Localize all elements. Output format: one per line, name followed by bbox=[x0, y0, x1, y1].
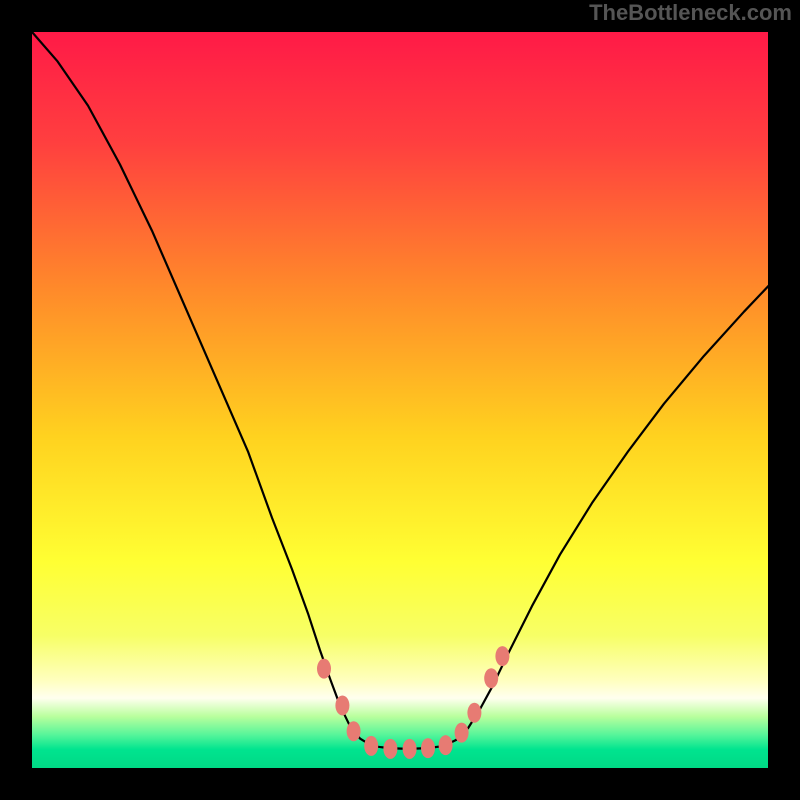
bottleneck-chart bbox=[0, 0, 800, 800]
right-border bbox=[768, 0, 800, 800]
calibration-dot bbox=[439, 735, 453, 755]
plot-background bbox=[0, 32, 800, 768]
calibration-dot bbox=[317, 659, 331, 679]
calibration-dot bbox=[455, 723, 469, 743]
calibration-dot bbox=[347, 721, 361, 741]
calibration-dot bbox=[403, 739, 417, 759]
calibration-dot bbox=[484, 668, 498, 688]
calibration-dot bbox=[383, 739, 397, 759]
chart-stage: TheBottleneck.com bbox=[0, 0, 800, 800]
calibration-dot bbox=[495, 646, 509, 666]
calibration-dot bbox=[467, 703, 481, 723]
calibration-dot bbox=[335, 695, 349, 715]
calibration-dot bbox=[364, 736, 378, 756]
bottom-border bbox=[0, 768, 800, 800]
calibration-dot bbox=[421, 738, 435, 758]
left-border bbox=[0, 0, 32, 800]
watermark-text: TheBottleneck.com bbox=[589, 0, 792, 26]
